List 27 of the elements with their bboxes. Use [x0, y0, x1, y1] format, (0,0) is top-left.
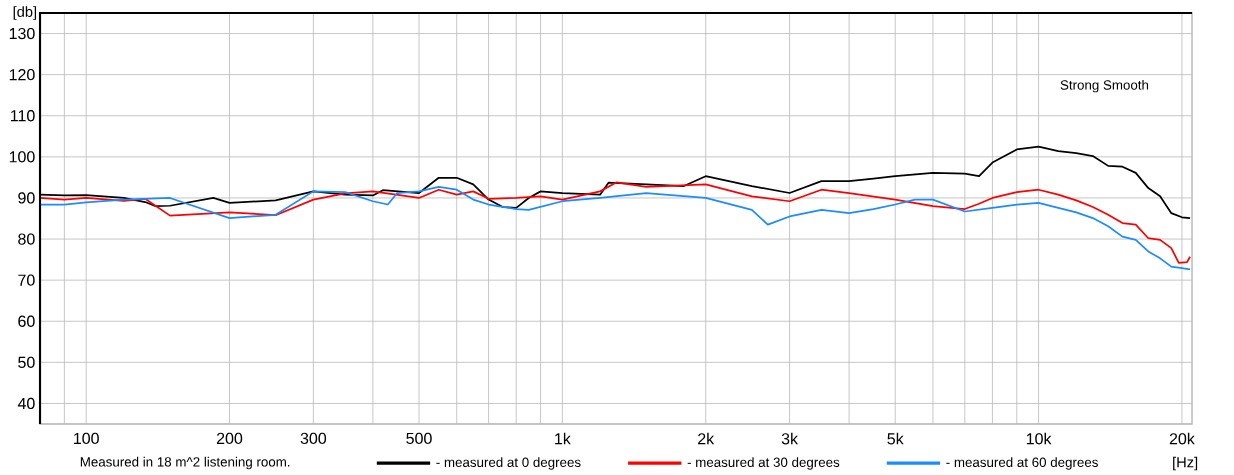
x-tick-label: 200: [216, 432, 243, 445]
y-tick-label: 40: [17, 397, 35, 410]
y-tick-label: 110: [11, 110, 35, 122]
x-tick-label: 2k: [698, 432, 715, 445]
legend-label: - measured at 30 degrees: [687, 457, 840, 470]
y-tick-label: 130: [9, 27, 35, 40]
x-axis-title: [Hz]: [1173, 456, 1198, 471]
annotation: Strong Smooth: [1060, 79, 1149, 93]
y-tick-label: 80: [18, 233, 35, 245]
y-tick-label: 50: [18, 356, 35, 368]
x-tick-label: 10k: [1026, 432, 1052, 445]
y-axis-title: [db]: [13, 6, 37, 20]
legend-label: - measured at 0 degrees: [436, 457, 581, 470]
x-tick-label: 20k: [1169, 432, 1195, 445]
x-tick-label: 100: [74, 432, 99, 445]
text: Measured in 18 m^2 listening room.: [80, 456, 290, 470]
y-tick-label: 90: [18, 192, 35, 204]
x-tick-label: 500: [406, 432, 432, 445]
y-tick-label: 60: [18, 315, 35, 327]
x-tick-label: 300: [300, 432, 327, 445]
x-tick-label: 1k: [555, 432, 571, 445]
x-tick-label: 5k: [887, 432, 904, 445]
y-tick-label: 100: [9, 151, 35, 163]
y-tick-label: 70: [18, 274, 35, 286]
x-tick-label: 3k: [781, 432, 799, 445]
legend-label: - measured at 60 degrees: [946, 457, 1098, 470]
y-tick-label: 120: [9, 68, 35, 81]
